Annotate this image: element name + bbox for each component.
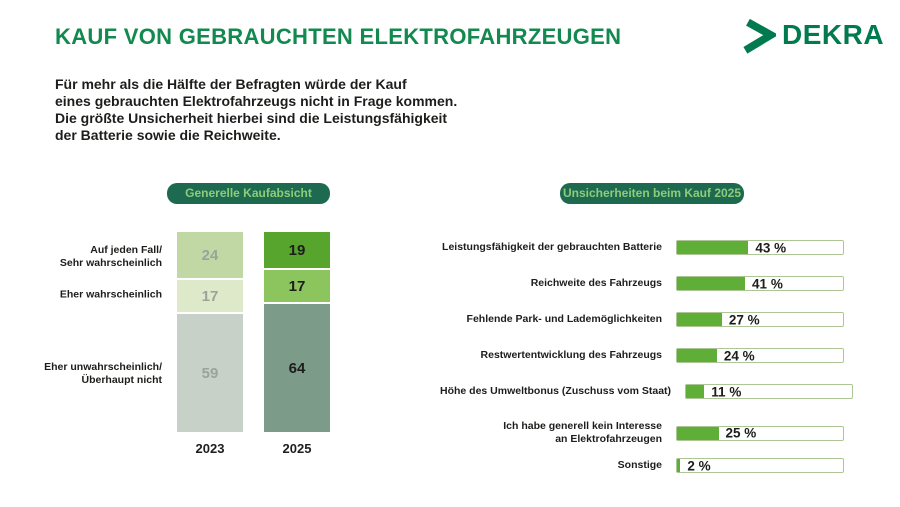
stacked-columns: 24 17 59 19 17 64 xyxy=(177,232,330,432)
stacked-segment: 64 xyxy=(264,304,330,432)
bar-track: 27 % xyxy=(676,312,844,327)
stacked-segment: 24 xyxy=(177,232,243,280)
bar-label: Reichweite des Fahrzeugs xyxy=(530,277,662,289)
dekra-arrow-icon xyxy=(743,18,776,54)
bar-row: Höhe des Umweltbonus (Zuschuss vom Staat… xyxy=(440,384,854,399)
page-title: KAUF VON GEBRAUCHTEN ELEKTROFAHRZEUGEN xyxy=(55,24,622,49)
bar-value: 2 % xyxy=(687,458,711,473)
bar-label: Höhe des Umweltbonus (Zuschuss vom Staat… xyxy=(440,385,672,397)
stacked-category-label: Eher unwahrscheinlich/ Überhaupt nicht xyxy=(44,360,162,386)
uncertainty-chart: Leistungsfähigkeit der gebrauchten Batte… xyxy=(440,240,854,473)
bar-label: Ich habe generell kein Interesse an Elek… xyxy=(503,420,662,445)
bar-row: Restwertentwicklung des Fahrzeugs 24 % xyxy=(440,348,844,363)
bar-label: Sonstige xyxy=(617,459,662,471)
dekra-logo: DEKRA xyxy=(742,16,884,54)
dekra-logo-text: DEKRA xyxy=(782,19,885,50)
bar-value: 25 % xyxy=(725,425,757,441)
bar-fill xyxy=(677,426,719,440)
bar-label: Leistungsfähigkeit der gebrauchten Batte… xyxy=(442,241,662,253)
bar-value: 11 % xyxy=(711,384,742,399)
bar-track: 2 % xyxy=(676,458,844,473)
bar-value: 24 % xyxy=(723,348,755,363)
bar-row: Leistungsfähigkeit der gebrauchten Batte… xyxy=(440,240,844,255)
stacked-segment: 17 xyxy=(177,280,243,314)
bar-fill xyxy=(677,241,749,254)
bar-label: Fehlende Park- und Lademöglichkeiten xyxy=(466,313,662,325)
bar-row: Sonstige 2 % xyxy=(440,458,844,473)
stacked-column-2025: 19 17 64 xyxy=(264,232,330,432)
bar-fill xyxy=(677,313,722,326)
bar-row: Reichweite des Fahrzeugs 41 % xyxy=(440,276,844,291)
stacked-segment: 17 xyxy=(264,270,330,304)
bar-value: 43 % xyxy=(755,240,787,255)
x-axis-year-label: 2023 xyxy=(195,441,225,456)
stacked-segment: 19 xyxy=(264,232,330,270)
stacked-category-label: Auf jeden Fall/ Sehr wahrscheinlich xyxy=(59,243,162,269)
bar-track: 25 % xyxy=(676,425,844,441)
bar-fill xyxy=(677,349,717,362)
bar-fill xyxy=(677,277,746,290)
intro-text: Für mehr als die Hälfte der Befragten wü… xyxy=(55,76,458,143)
bar-value: 41 % xyxy=(752,276,783,291)
bar-row: Ich habe generell kein Interesse an Elek… xyxy=(440,420,844,446)
bar-track: 43 % xyxy=(676,240,844,255)
bar-track: 41 % xyxy=(676,276,844,291)
right-chart-title-badge: Unsicherheiten beim Kauf 2025 xyxy=(560,183,744,204)
stacked-category-label: Eher wahrscheinlich xyxy=(59,288,162,301)
stacked-column-2023: 24 17 59 xyxy=(177,232,243,432)
bar-label: Restwertentwicklung des Fahrzeugs xyxy=(480,349,662,361)
bar-value: 27 % xyxy=(728,312,760,327)
left-chart-title-badge: Generelle Kaufabsicht xyxy=(167,183,330,204)
stacked-segment: 59 xyxy=(177,314,243,432)
bar-row: Fehlende Park- und Lademöglichkeiten 27 % xyxy=(440,312,844,327)
x-axis-year-label: 2025 xyxy=(282,441,312,456)
bar-track: 24 % xyxy=(676,348,844,363)
bar-fill xyxy=(677,459,681,472)
bar-fill xyxy=(686,385,705,398)
bar-track: 11 % xyxy=(685,384,854,399)
